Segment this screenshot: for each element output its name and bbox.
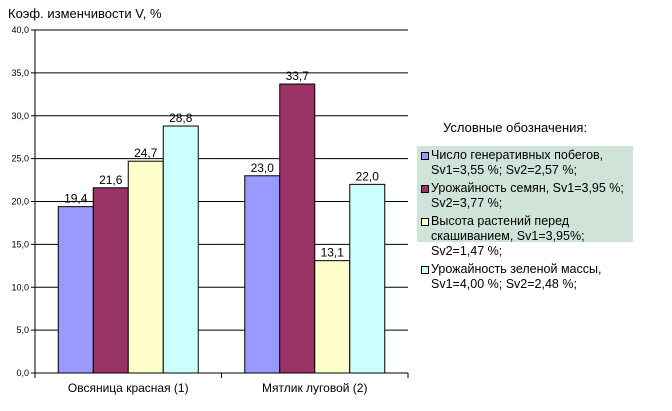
y-tick-label: 40,0: [11, 25, 29, 35]
data-label: 22,0: [356, 169, 380, 183]
data-label: 24,7: [134, 146, 158, 160]
y-tick-label: 15,0: [11, 239, 29, 249]
legend-label: Урожайность семян, Sv1=3,95 %; Sv2=3,77 …: [431, 181, 624, 210]
x-category-label: Овсяница красная (1): [68, 381, 189, 395]
legend-label: Высота растений перед скашиванием, Sv1=3…: [431, 214, 585, 258]
bar: [244, 175, 281, 374]
legend-label: Число генеративных побегов, Sv1=3,55 %; …: [431, 148, 604, 177]
bar: [162, 125, 199, 374]
legend-swatch: [421, 152, 429, 160]
legend-swatch: [421, 266, 429, 274]
y-tick-label: 0,0: [16, 368, 29, 378]
bar: [314, 260, 351, 374]
legend-swatch: [421, 185, 429, 193]
bar: [349, 183, 386, 374]
y-tick-label: 30,0: [11, 111, 29, 121]
x-category-label: Мятлик луговой (2): [262, 381, 367, 395]
data-label: 23,0: [251, 161, 275, 175]
legend-item: Урожайность зеленой массы, Sv1=4,00 %; S…: [421, 262, 631, 292]
y-tick-label: 25,0: [11, 154, 29, 164]
data-label: 28,8: [169, 111, 193, 125]
legend: Число генеративных побегов, Sv1=3,55 %; …: [421, 148, 631, 295]
y-tick-label: 35,0: [11, 68, 29, 78]
data-label: 19,4: [64, 192, 88, 206]
y-tick-label: 10,0: [11, 282, 29, 292]
data-label: 13,1: [321, 246, 345, 260]
y-tick-label: 5,0: [16, 325, 29, 335]
legend-swatch: [421, 218, 429, 226]
bar: [279, 83, 316, 374]
bar: [127, 160, 164, 374]
bar: [57, 206, 94, 374]
bar: [92, 187, 129, 374]
legend-item: Высота растений перед скашиванием, Sv1=3…: [421, 214, 631, 259]
legend-highlight: [417, 146, 633, 242]
data-label: 33,7: [286, 69, 310, 83]
legend-item: Урожайность семян, Sv1=3,95 %; Sv2=3,77 …: [421, 181, 631, 211]
y-axis-label: Коэф. изменчивости V, %: [8, 6, 162, 21]
y-tick-label: 20,0: [11, 197, 29, 207]
legend-label: Урожайность зеленой массы, Sv1=4,00 %; S…: [431, 262, 602, 291]
legend-title: Условные обозначения:: [443, 120, 588, 135]
data-label: 21,6: [99, 173, 123, 187]
legend-item: Число генеративных побегов, Sv1=3,55 %; …: [421, 148, 631, 178]
